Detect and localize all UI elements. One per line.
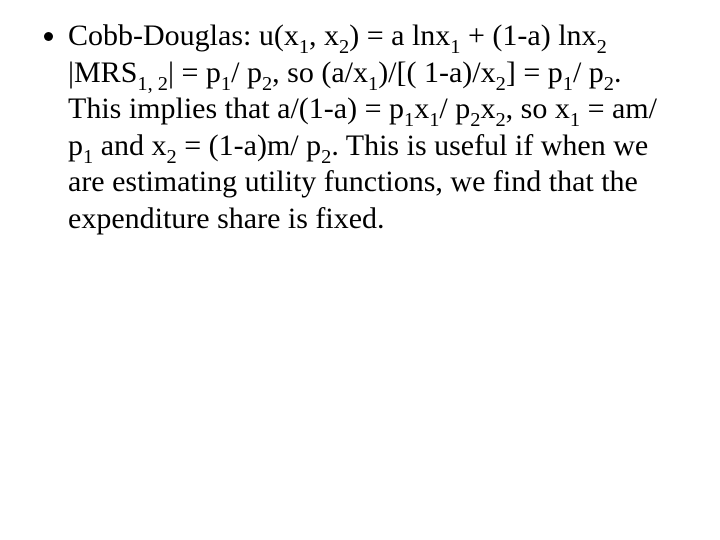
text-run: ] = p	[506, 56, 563, 89]
text-run: = (1-a)m/ p	[177, 129, 321, 162]
subscript: 2	[167, 146, 177, 168]
subscript: 2	[495, 109, 505, 131]
subscript: 2	[339, 36, 349, 58]
subscript: 1	[429, 109, 439, 131]
text-run: , x	[309, 19, 339, 52]
subscript: 1	[404, 109, 414, 131]
subscript: 1	[563, 73, 573, 95]
text-run: |MRS	[68, 56, 137, 89]
subscript: 2	[262, 73, 272, 95]
subscript: 2	[597, 36, 607, 58]
continuation-line: |MRS1, 2| = p1/ p2, so (a/x1)/[( 1-a)/x2…	[68, 55, 680, 238]
text-run: / p	[573, 56, 604, 89]
subscript: 2	[321, 146, 331, 168]
subscript: 1	[368, 73, 378, 95]
text-run: + (1-a)	[461, 19, 559, 52]
subscript: 1	[570, 109, 580, 131]
text-run: lnx	[558, 19, 596, 52]
slide: Cobb-Douglas: u(x1, x2) = a lnx1 + (1-a)…	[0, 0, 720, 540]
text-run: x	[414, 92, 429, 125]
subscript: 1,	[137, 73, 157, 95]
bullet-list: Cobb-Douglas: u(x1, x2) = a lnx1 + (1-a)…	[40, 18, 680, 238]
text-run: , so x	[506, 92, 570, 125]
text-run: / p	[439, 92, 470, 125]
text-run: x	[480, 92, 495, 125]
text-run: u(x	[259, 19, 299, 52]
text-run: and x	[93, 129, 166, 162]
bullet-item: Cobb-Douglas: u(x1, x2) = a lnx1 + (1-a)…	[68, 18, 680, 238]
subscript: 1	[299, 36, 309, 58]
text-run: | = p	[168, 56, 221, 89]
subscript: 1	[450, 36, 460, 58]
subscript: 2	[158, 73, 168, 95]
subscript: 1	[221, 73, 231, 95]
subscript: 1	[83, 146, 93, 168]
text-run: / p	[231, 56, 262, 89]
text-run: Cobb-Douglas:	[68, 19, 259, 52]
text-run: ) = a lnx	[349, 19, 450, 52]
subscript: 2	[604, 73, 614, 95]
subscript: 2	[470, 109, 480, 131]
text-run: )/[( 1-a)/x	[378, 56, 495, 89]
subscript: 2	[496, 73, 506, 95]
text-run: , so (a/x	[272, 56, 368, 89]
